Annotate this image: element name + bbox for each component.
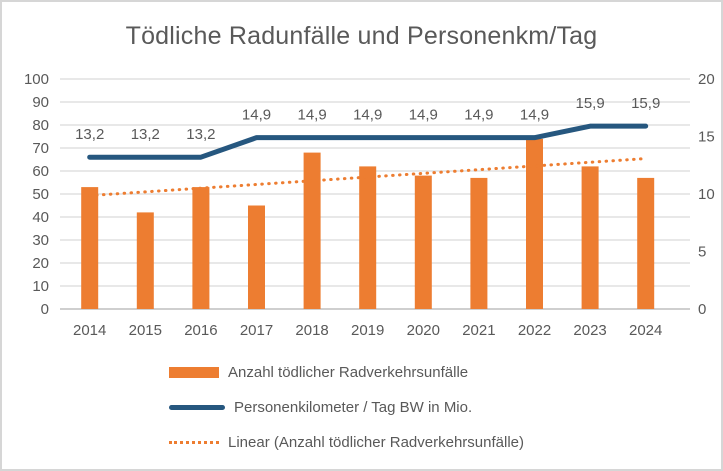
legend: Anzahl tödlicher Radverkehrsunfälle Pers… (169, 362, 524, 453)
legend-item-line: Personenkilometer / Tag BW in Mio. (169, 397, 524, 418)
bar-2020 (414, 175, 432, 309)
x-axis-label: 2014 (73, 322, 106, 339)
data-label: 13,2 (131, 126, 160, 143)
bar-2018 (303, 152, 321, 309)
left-axis-tick-label: 40 (32, 209, 49, 226)
data-label: 14,9 (464, 107, 493, 124)
left-axis-tick-label: 90 (32, 94, 49, 111)
data-label: 13,2 (186, 126, 215, 143)
bar-2017 (248, 205, 265, 309)
chart-title: Tödliche Radunfälle und Personenkm/Tag (125, 22, 598, 50)
left-axis-tick-label: 30 (32, 232, 49, 249)
data-label: 14,9 (297, 107, 326, 124)
bar-2021 (470, 177, 488, 309)
line-series-swatch-icon (169, 405, 225, 410)
data-label: 14,9 (242, 107, 271, 124)
x-axis-label: 2024 (629, 322, 662, 339)
x-axis-label: 2015 (129, 322, 162, 339)
bar-2014 (81, 187, 99, 309)
x-axis-label: 2021 (462, 322, 495, 339)
x-axis-label: 2016 (184, 322, 217, 339)
legend-label-bars: Anzahl tödlicher Radverkehrsunfälle (228, 364, 469, 381)
data-label: 15,9 (575, 95, 604, 112)
bar-2022 (526, 138, 543, 309)
trendline-swatch-icon (169, 441, 219, 444)
left-axis-tick-label: 20 (32, 255, 49, 272)
x-axis-label: 2022 (518, 322, 551, 339)
legend-item-bars: Anzahl tödlicher Radverkehrsunfälle (169, 362, 524, 383)
right-axis-tick-label: 20 (698, 71, 715, 88)
data-label: 13,2 (75, 126, 104, 143)
left-axis-tick-label: 70 (32, 140, 49, 157)
x-axis-label: 2019 (351, 322, 384, 339)
bar-2024 (637, 177, 655, 309)
bar-2016 (192, 187, 210, 309)
bar-2023 (581, 166, 599, 309)
right-axis-tick-label: 0 (698, 301, 706, 318)
line-series (87, 123, 649, 160)
right-axis-tick-label: 10 (698, 186, 715, 203)
legend-label-line: Personenkilometer / Tag BW in Mio. (234, 399, 473, 416)
data-label: 15,9 (631, 95, 660, 112)
x-axis-label: 2020 (407, 322, 440, 339)
right-axis-tick-label: 15 (698, 129, 715, 146)
right-axis-tick-label: 5 (698, 244, 706, 261)
left-axis-tick-label: 80 (32, 117, 49, 134)
legend-item-trend: Linear (Anzahl tödlicher Radverkehrsunfä… (169, 432, 524, 453)
left-axis-tick-label: 60 (32, 163, 49, 180)
data-label: 14,9 (409, 107, 438, 124)
x-axis-label: 2017 (240, 322, 273, 339)
left-axis-tick-label: 0 (41, 301, 49, 318)
left-axis-tick-label: 10 (32, 278, 49, 295)
x-axis-label: 2018 (295, 322, 328, 339)
left-axis-tick-label: 50 (32, 186, 49, 203)
x-axis-label: 2023 (573, 322, 606, 339)
bar-2015 (136, 212, 154, 309)
legend-label-trend: Linear (Anzahl tödlicher Radverkehrsunfä… (228, 434, 524, 451)
bar-series-swatch-icon (169, 367, 219, 378)
bar-2019 (359, 166, 377, 309)
left-axis-tick-label: 100 (24, 71, 49, 88)
data-label: 14,9 (520, 107, 549, 124)
data-label: 14,9 (353, 107, 382, 124)
